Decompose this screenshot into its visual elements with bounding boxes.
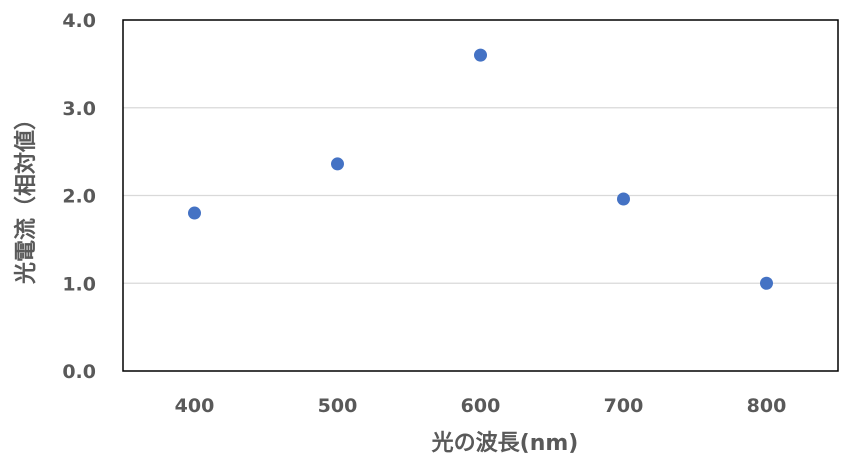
data-point (188, 206, 201, 220)
y-tick-label: 4.0 (62, 10, 96, 32)
data-points (188, 48, 773, 290)
x-tick-label: 700 (604, 395, 644, 417)
y-tick-label: 1.0 (62, 273, 96, 295)
data-point (474, 48, 487, 62)
y-tick-label: 0.0 (62, 361, 96, 383)
y-axis-title: 光電流（相対値） (13, 108, 39, 285)
x-tick-label: 800 (747, 395, 787, 417)
plot-area-frame (122, 19, 839, 372)
x-tick-label: 500 (318, 395, 358, 417)
x-axis-title: 光の波長(nm) (431, 431, 579, 456)
data-point (617, 192, 630, 206)
y-tick-label: 2.0 (62, 186, 96, 208)
y-tick-label: 3.0 (62, 98, 96, 120)
x-tick-label: 600 (461, 395, 501, 417)
x-tick-label: 400 (175, 395, 215, 417)
data-point (760, 276, 773, 290)
data-point (331, 157, 344, 171)
y-axis-tick-labels: 0.0 1.0 2.0 3.0 4.0 (62, 10, 96, 383)
gridlines (123, 107, 838, 284)
x-axis-tick-labels: 400 500 600 700 800 (175, 395, 787, 417)
